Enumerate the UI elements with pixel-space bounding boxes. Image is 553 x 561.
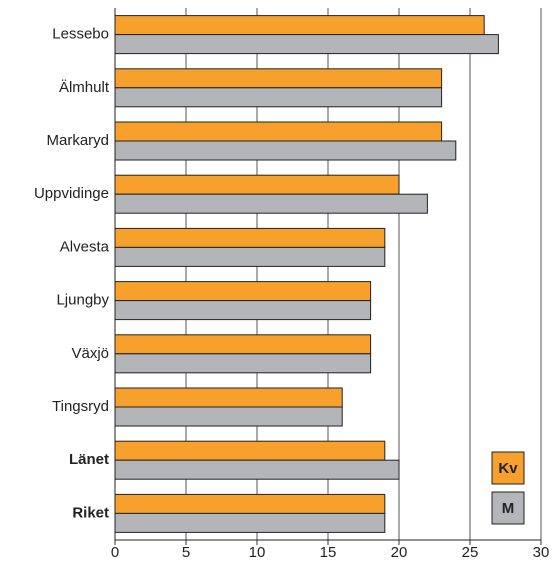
bar (114, 15, 485, 36)
bar (114, 140, 457, 161)
x-tick-label: 0 (111, 544, 119, 561)
bar (114, 34, 499, 55)
y-tick-label: Ljungby (56, 292, 109, 309)
y-tick-label: Alvesta (60, 238, 110, 255)
bar (114, 121, 443, 142)
bar (114, 493, 386, 514)
bar (114, 227, 386, 248)
x-tick-label: 10 (249, 544, 266, 561)
y-tick-label: Lessebo (52, 26, 109, 43)
y-tick-label: Markaryd (46, 132, 109, 149)
bar (114, 512, 386, 533)
legend-label: M (502, 500, 515, 517)
y-tick-label: Länet (69, 451, 109, 468)
bar (114, 68, 443, 89)
y-tick-label: Älmhult (59, 79, 110, 96)
bar (114, 174, 400, 195)
bar (114, 193, 428, 214)
y-tick-label: Uppvidinge (34, 185, 109, 202)
y-tick-label: Tingsryd (52, 398, 109, 415)
bar (114, 87, 443, 108)
x-tick-label: 30 (533, 544, 550, 561)
bar (114, 440, 386, 461)
x-tick-label: 5 (182, 544, 190, 561)
legend-swatch (491, 451, 525, 485)
x-tick-label: 20 (391, 544, 408, 561)
y-tick-label: Riket (72, 504, 109, 521)
x-tick-label: 25 (462, 544, 479, 561)
bar (114, 406, 343, 427)
bar (114, 459, 400, 480)
bar (114, 246, 386, 267)
bar (114, 334, 372, 355)
bar (114, 281, 372, 302)
legend-swatch (491, 491, 525, 525)
bar (114, 387, 343, 408)
bar (114, 300, 372, 321)
y-tick-label: Växjö (71, 345, 109, 362)
x-tick-label: 15 (320, 544, 337, 561)
legend-label: Kv (498, 460, 518, 477)
bar (114, 353, 372, 374)
